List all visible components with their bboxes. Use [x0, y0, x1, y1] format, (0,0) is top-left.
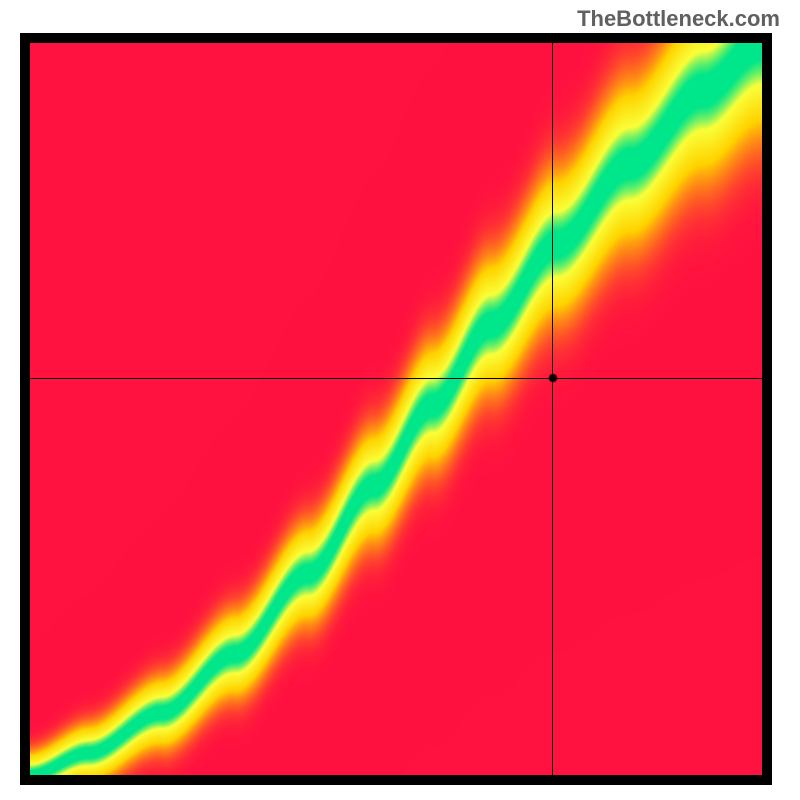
chart-container: TheBottleneck.com: [0, 0, 800, 800]
bottleneck-heatmap: [30, 43, 762, 775]
crosshair-vertical: [552, 43, 553, 775]
crosshair-horizontal: [30, 378, 762, 379]
watermark-text: TheBottleneck.com: [577, 6, 780, 32]
